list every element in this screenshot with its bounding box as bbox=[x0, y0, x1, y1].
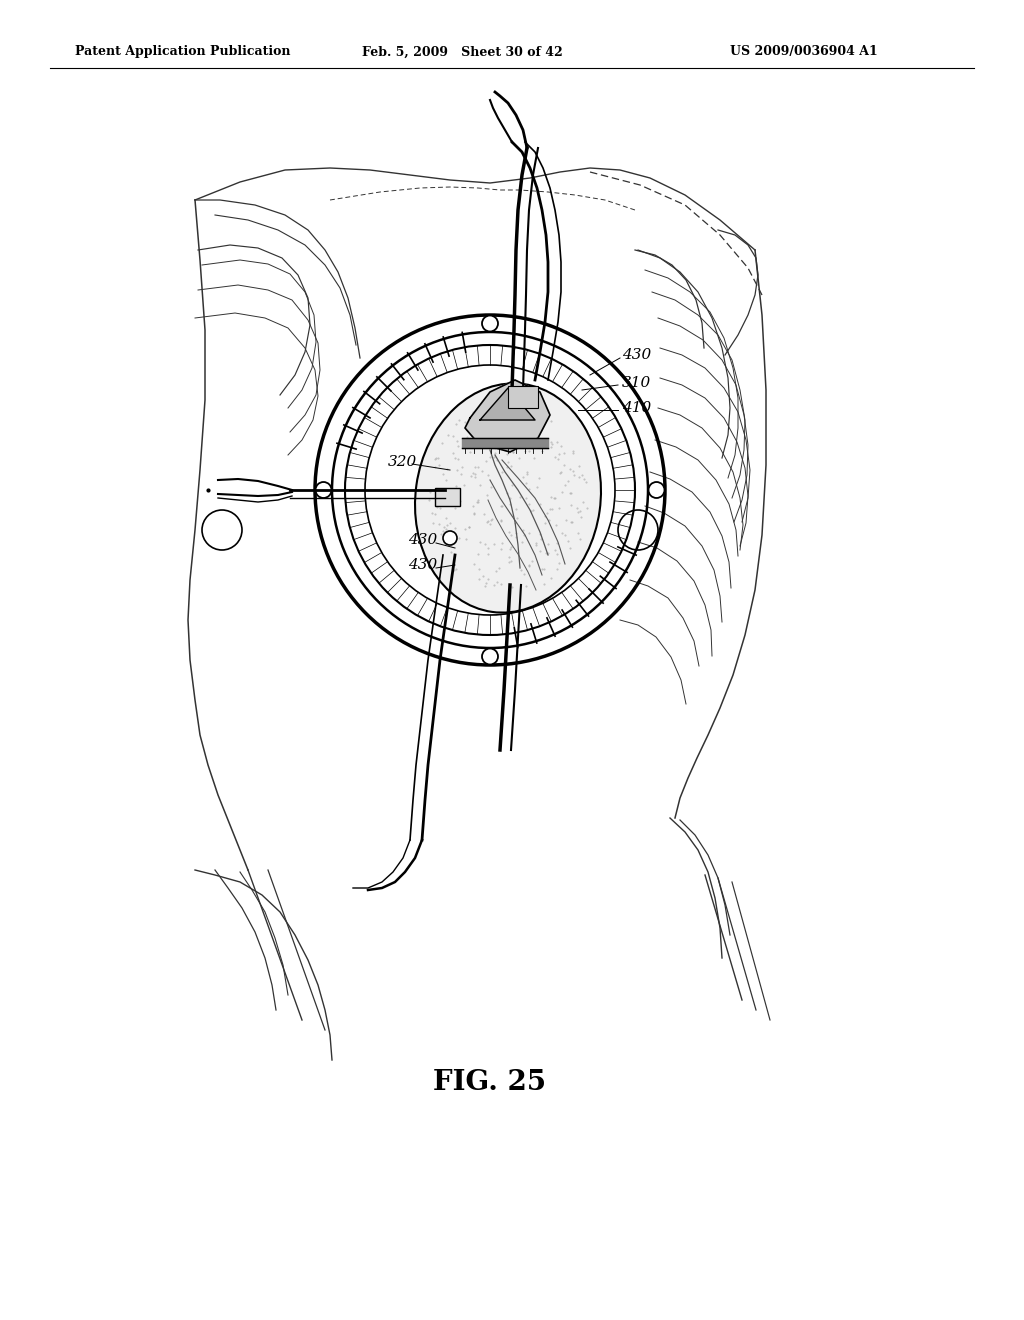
Text: 310: 310 bbox=[622, 376, 651, 389]
Polygon shape bbox=[480, 388, 535, 420]
Polygon shape bbox=[465, 380, 550, 451]
Ellipse shape bbox=[415, 383, 601, 612]
Text: 410: 410 bbox=[622, 401, 651, 414]
Circle shape bbox=[482, 648, 498, 664]
Text: Patent Application Publication: Patent Application Publication bbox=[75, 45, 291, 58]
Circle shape bbox=[443, 531, 457, 545]
Text: 320: 320 bbox=[388, 455, 417, 469]
Text: 430: 430 bbox=[408, 533, 437, 546]
Text: US 2009/0036904 A1: US 2009/0036904 A1 bbox=[730, 45, 878, 58]
Text: 430: 430 bbox=[622, 348, 651, 362]
Text: 430: 430 bbox=[408, 558, 437, 572]
Text: FIG. 25: FIG. 25 bbox=[433, 1068, 547, 1096]
Text: Feb. 5, 2009   Sheet 30 of 42: Feb. 5, 2009 Sheet 30 of 42 bbox=[362, 45, 563, 58]
Circle shape bbox=[315, 482, 332, 498]
Bar bbox=[508, 385, 538, 408]
Circle shape bbox=[648, 482, 665, 498]
Circle shape bbox=[482, 315, 498, 331]
Bar bbox=[435, 488, 460, 506]
